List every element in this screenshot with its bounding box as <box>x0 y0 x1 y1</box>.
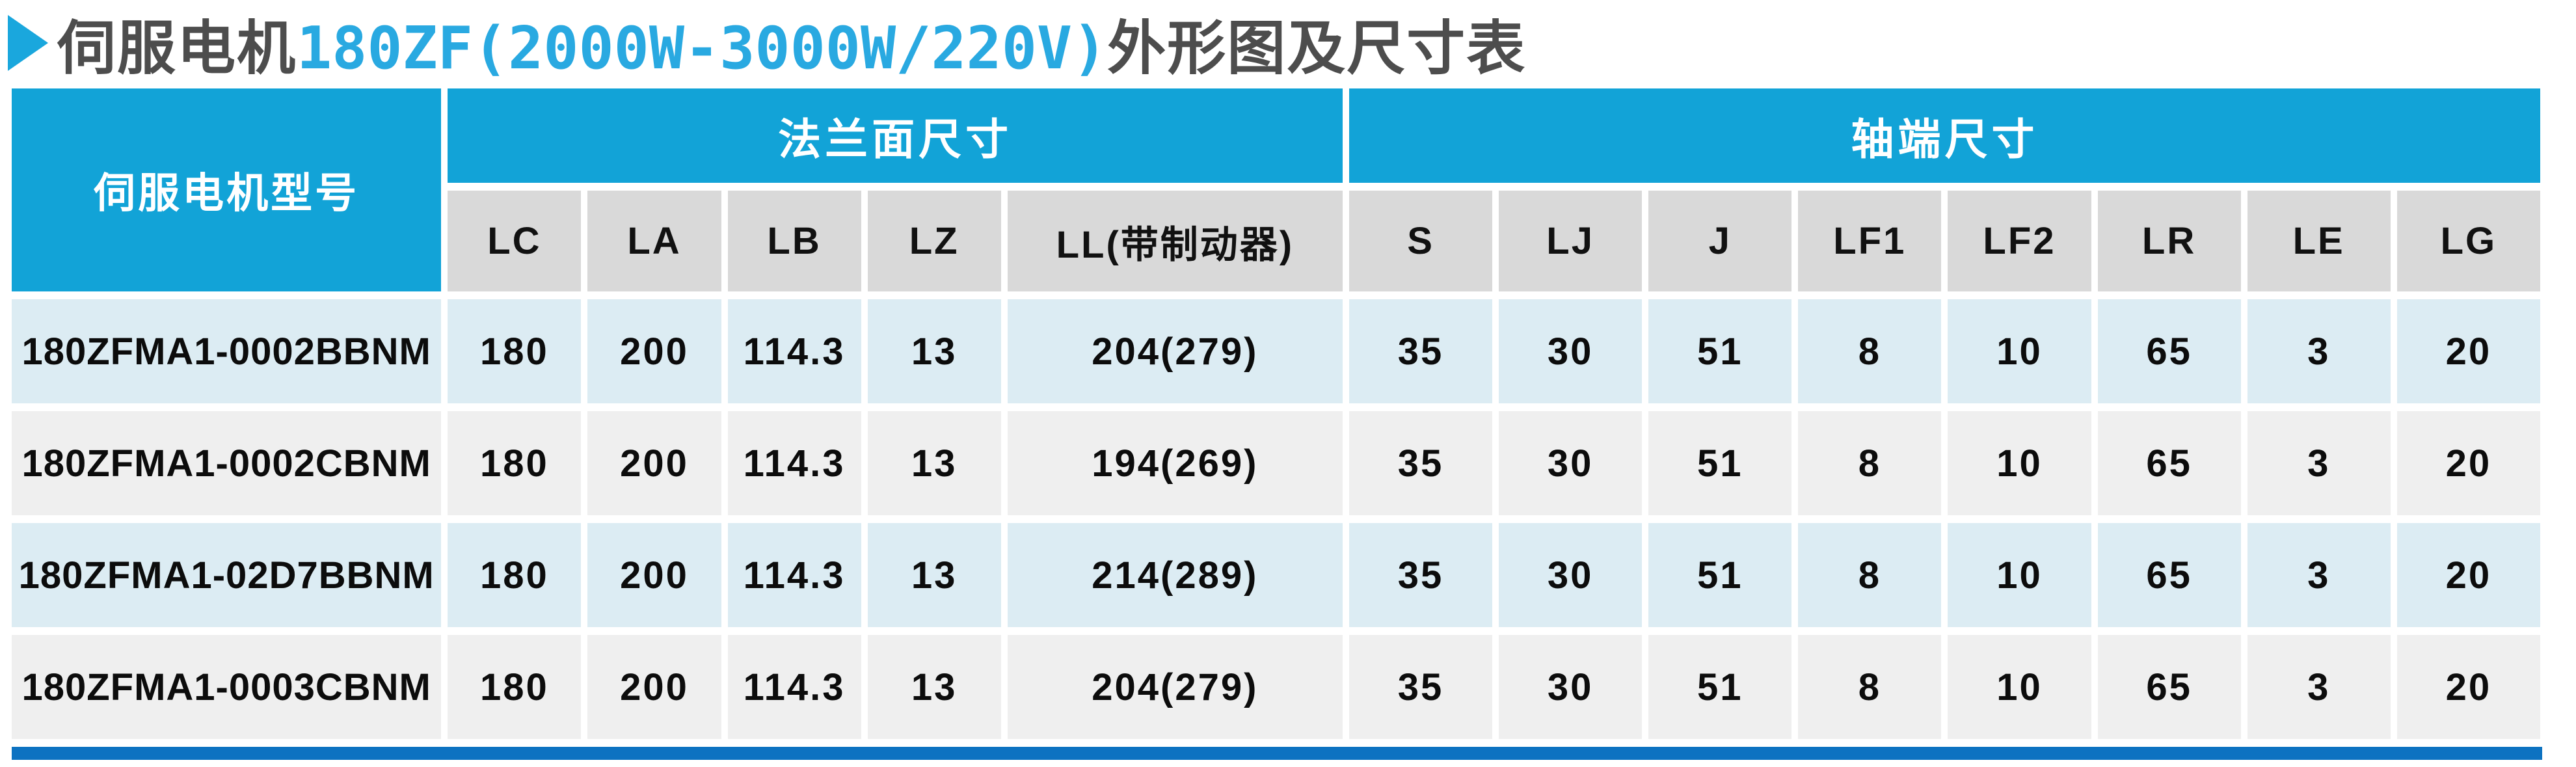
title-bullet-triangle-icon <box>8 15 48 71</box>
column-header-j: J <box>1648 191 1792 291</box>
model-column-header: 伺服电机型号 <box>12 88 442 291</box>
column-header-la: LA <box>587 191 721 291</box>
column-header-lr: LR <box>2097 191 2241 291</box>
value-cell: 30 <box>1499 523 1643 627</box>
value-cell: 30 <box>1499 411 1643 515</box>
value-cell: 35 <box>1348 523 1493 627</box>
value-cell: 65 <box>2097 299 2241 403</box>
value-cell: 3 <box>2247 299 2391 403</box>
value-cell: 114.3 <box>727 411 861 515</box>
value-cell: 20 <box>2396 635 2540 739</box>
title-model-range: 180ZF(2000W-3000W/220V) <box>297 14 1108 83</box>
group-header-shaft: 轴端尺寸 <box>1348 88 2540 183</box>
value-cell: 51 <box>1648 299 1792 403</box>
value-cell: 13 <box>867 411 1001 515</box>
table-bottom-accent-bar <box>12 747 2542 760</box>
group-header-row: 伺服电机型号 法兰面尺寸 轴端尺寸 <box>12 88 2540 291</box>
value-cell: 65 <box>2097 523 2241 627</box>
page-title-text: 伺服电机180ZF(2000W-3000W/220V)外形图及尺寸表 <box>57 1 1526 85</box>
value-cell: 51 <box>1648 635 1792 739</box>
value-cell: 114.3 <box>727 635 861 739</box>
value-cell: 30 <box>1499 299 1643 403</box>
value-cell: 65 <box>2097 635 2241 739</box>
value-cell: 200 <box>587 299 721 403</box>
value-cell: 35 <box>1348 635 1493 739</box>
value-cell: 20 <box>2396 299 2540 403</box>
value-cell: 180 <box>448 299 582 403</box>
dimensions-table: 伺服电机型号 法兰面尺寸 轴端尺寸 LC LA LB LZ LL(带制动器) S… <box>5 81 2547 747</box>
value-cell: 13 <box>867 523 1001 627</box>
value-cell: 3 <box>2247 411 2391 515</box>
value-cell: 8 <box>1798 299 1942 403</box>
value-cell: 180 <box>448 523 582 627</box>
value-cell: 3 <box>2247 635 2391 739</box>
value-cell: 194(269) <box>1007 411 1343 515</box>
value-cell: 8 <box>1798 411 1942 515</box>
column-header-lb: LB <box>727 191 861 291</box>
group-header-flange: 法兰面尺寸 <box>448 88 1343 183</box>
column-header-lz: LZ <box>867 191 1001 291</box>
value-cell: 114.3 <box>727 523 861 627</box>
value-cell: 114.3 <box>727 299 861 403</box>
value-cell: 20 <box>2396 411 2540 515</box>
column-header-ll: LL(带制动器) <box>1007 191 1343 291</box>
table-row: 180ZFMA1-02D7BBNM 180 200 114.3 13 214(2… <box>12 523 2540 627</box>
value-cell: 204(279) <box>1007 299 1343 403</box>
value-cell: 10 <box>1948 299 2091 403</box>
column-header-lf2: LF2 <box>1948 191 2091 291</box>
value-cell: 8 <box>1798 523 1942 627</box>
value-cell: 200 <box>587 411 721 515</box>
title-suffix: 外形图及尺寸表 <box>1107 16 1527 81</box>
sub-header-row: LC LA LB LZ LL(带制动器) S LJ J LF1 LF2 LR L… <box>12 191 2540 291</box>
value-cell: 204(279) <box>1007 635 1343 739</box>
value-cell: 65 <box>2097 411 2241 515</box>
value-cell: 214(289) <box>1007 523 1343 627</box>
value-cell: 30 <box>1499 635 1643 739</box>
value-cell: 51 <box>1648 411 1792 515</box>
value-cell: 51 <box>1648 523 1792 627</box>
column-header-lg: LG <box>2396 191 2540 291</box>
model-cell: 180ZFMA1-0002CBNM <box>12 411 442 515</box>
value-cell: 35 <box>1348 299 1493 403</box>
table-row: 180ZFMA1-0002CBNM 180 200 114.3 13 194(2… <box>12 411 2540 515</box>
value-cell: 13 <box>867 635 1001 739</box>
column-header-s: S <box>1348 191 1493 291</box>
table-row: 180ZFMA1-0003CBNM 180 200 114.3 13 204(2… <box>12 635 2540 739</box>
value-cell: 180 <box>448 635 582 739</box>
value-cell: 13 <box>867 299 1001 403</box>
table-row: 180ZFMA1-0002BBNM 180 200 114.3 13 204(2… <box>12 299 2540 403</box>
value-cell: 10 <box>1948 635 2091 739</box>
column-header-lc: LC <box>448 191 582 291</box>
column-header-le: LE <box>2247 191 2391 291</box>
value-cell: 200 <box>587 635 721 739</box>
model-cell: 180ZFMA1-0002BBNM <box>12 299 442 403</box>
column-header-lj: LJ <box>1499 191 1643 291</box>
model-cell: 180ZFMA1-02D7BBNM <box>12 523 442 627</box>
model-cell: 180ZFMA1-0003CBNM <box>12 635 442 739</box>
title-prefix: 伺服电机 <box>57 16 297 81</box>
value-cell: 180 <box>448 411 582 515</box>
column-header-lf1: LF1 <box>1798 191 1942 291</box>
value-cell: 200 <box>587 523 721 627</box>
value-cell: 35 <box>1348 411 1493 515</box>
value-cell: 8 <box>1798 635 1942 739</box>
page-title: 伺服电机180ZF(2000W-3000W/220V)外形图及尺寸表 <box>0 0 2576 83</box>
value-cell: 10 <box>1948 411 2091 515</box>
value-cell: 10 <box>1948 523 2091 627</box>
value-cell: 20 <box>2396 523 2540 627</box>
value-cell: 3 <box>2247 523 2391 627</box>
